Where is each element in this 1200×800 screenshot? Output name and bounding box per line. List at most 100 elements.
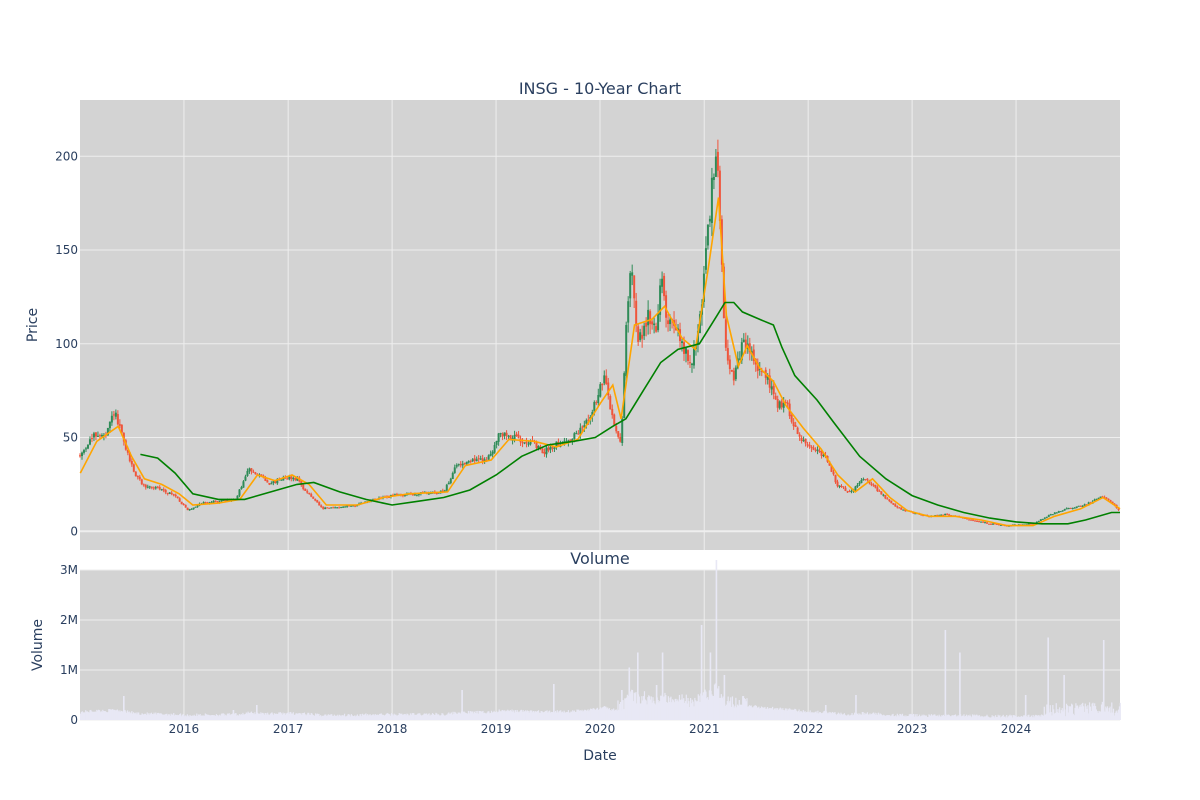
candle-body: [716, 151, 719, 171]
volume-bar: [273, 713, 276, 720]
candle-body: [904, 509, 907, 511]
candle-body: [172, 494, 175, 496]
volume-bar: [1013, 715, 1015, 720]
volume-bar: [262, 713, 265, 720]
volume-bar: [977, 715, 979, 720]
volume-bar: [702, 692, 705, 720]
volume-bar: [361, 716, 363, 720]
volume-bar: [172, 714, 174, 720]
volume-bar: [109, 709, 112, 720]
candle-body: [712, 177, 715, 180]
volume-bar: [215, 714, 218, 720]
candle-body: [467, 461, 470, 463]
volume-bar: [658, 702, 660, 720]
volume-bar: [338, 716, 340, 720]
volume-bar: [1087, 705, 1089, 720]
volume-spike-bar: [824, 705, 827, 720]
volume-bar: [318, 713, 320, 720]
volume-bar: [683, 698, 685, 720]
volume-bar: [584, 709, 587, 720]
volume-bar: [1003, 717, 1005, 720]
candle-body: [469, 460, 472, 462]
volume-bar: [896, 713, 898, 720]
volume-bar: [534, 711, 536, 720]
volume-bar: [522, 710, 524, 720]
volume-bar: [235, 713, 237, 720]
volume-bar: [290, 711, 292, 720]
volume-bar: [301, 714, 303, 720]
volume-bar: [1111, 702, 1113, 720]
volume-bar: [1011, 715, 1013, 720]
volume-bar: [865, 714, 867, 720]
volume-bar: [816, 713, 818, 720]
volume-bar: [605, 706, 607, 720]
volume-bar: [919, 716, 922, 720]
volume-bar: [925, 715, 927, 720]
volume-bar: [268, 715, 271, 720]
volume-bar: [910, 714, 912, 720]
candle-body: [993, 523, 996, 525]
volume-bar: [349, 716, 352, 720]
volume-bar: [813, 712, 816, 720]
candle-body: [184, 504, 187, 508]
candle-body: [609, 396, 612, 410]
volume-bar: [592, 708, 594, 720]
candle-body: [144, 484, 147, 488]
candle-body: [246, 470, 249, 476]
volume-bar: [497, 711, 499, 720]
volume-bar: [285, 713, 288, 720]
volume-bar: [701, 695, 704, 720]
candle-body: [244, 476, 247, 481]
volume-bar: [298, 713, 300, 720]
volume-bar: [1079, 704, 1081, 720]
candle-body: [635, 300, 638, 326]
candle-body: [1099, 496, 1102, 499]
volume-bar: [824, 710, 826, 720]
candle-body: [776, 399, 779, 408]
volume-bar: [457, 712, 459, 720]
volume-bar: [113, 710, 115, 720]
volume-bar: [726, 701, 728, 720]
candle-body: [296, 478, 299, 481]
candle-body: [328, 507, 331, 509]
volume-bar: [560, 710, 562, 720]
candle-body: [114, 412, 117, 417]
volume-bar: [184, 716, 186, 720]
volume-bar: [875, 714, 877, 720]
volume-bar: [108, 709, 110, 720]
candle-body: [794, 425, 797, 428]
volume-bar: [806, 711, 808, 720]
volume-bar: [744, 699, 746, 720]
volume-bar: [676, 701, 678, 720]
volume-bar: [1041, 715, 1044, 720]
volume-bar: [739, 704, 741, 720]
volume-bar: [91, 711, 94, 720]
volume-bar: [547, 712, 549, 720]
volume-bar: [116, 709, 118, 720]
volume-bar: [1082, 706, 1085, 720]
candle-body: [130, 460, 133, 465]
volume-bar: [727, 696, 729, 720]
volume-bar: [618, 709, 620, 720]
volume-bar: [460, 713, 462, 720]
candle-body: [210, 502, 213, 504]
volume-bar: [1118, 706, 1121, 720]
volume-bar: [777, 709, 780, 720]
candle-body: [1053, 512, 1056, 515]
volume-bar: [821, 713, 823, 720]
candle-body: [649, 311, 652, 324]
volume-bar: [226, 715, 228, 720]
volume-bar: [795, 709, 797, 720]
volume-bar: [487, 711, 489, 720]
volume-bar: [486, 712, 488, 720]
volume-bar: [740, 704, 742, 720]
volume-bar: [938, 714, 940, 720]
volume-bar: [499, 710, 501, 720]
volume-bar: [1093, 705, 1095, 720]
volume-bar: [246, 713, 248, 720]
volume-bar: [105, 711, 107, 720]
volume-bar: [654, 704, 657, 720]
volume-bar: [490, 712, 492, 720]
volume-bar: [936, 715, 939, 720]
candle-body: [553, 447, 556, 450]
